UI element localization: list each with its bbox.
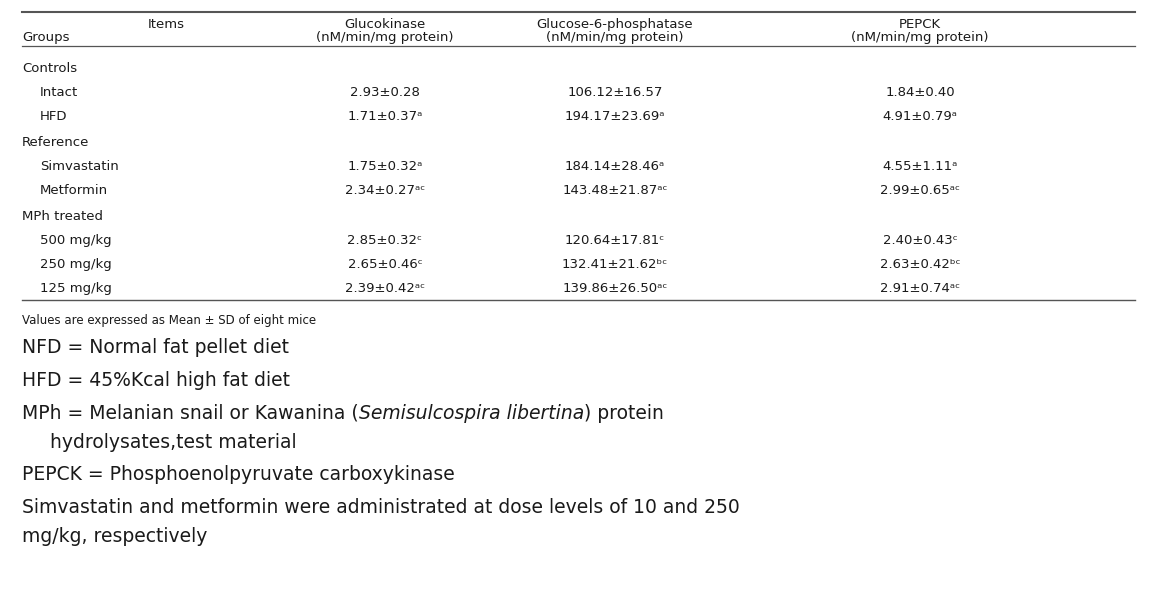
Text: 2.99±0.65ᵃᶜ: 2.99±0.65ᵃᶜ (880, 184, 960, 197)
Text: Controls: Controls (22, 63, 78, 75)
Text: 250 mg/kg: 250 mg/kg (40, 258, 112, 271)
Text: 132.41±21.62ᵇᶜ: 132.41±21.62ᵇᶜ (562, 258, 668, 271)
Text: Glucose-6-phosphatase: Glucose-6-phosphatase (537, 18, 693, 30)
Text: Items: Items (148, 18, 185, 30)
Text: (nM/min/mg protein): (nM/min/mg protein) (546, 31, 684, 44)
Text: PEPCK = Phosphoenolpyruvate carboxykinase: PEPCK = Phosphoenolpyruvate carboxykinas… (22, 466, 455, 484)
Text: 2.63±0.42ᵇᶜ: 2.63±0.42ᵇᶜ (879, 258, 960, 271)
Text: 2.93±0.28: 2.93±0.28 (351, 86, 420, 100)
Text: Values are expressed as Mean ± SD of eight mice: Values are expressed as Mean ± SD of eig… (22, 314, 316, 327)
Text: 139.86±26.50ᵃᶜ: 139.86±26.50ᵃᶜ (562, 282, 668, 295)
Text: 2.85±0.32ᶜ: 2.85±0.32ᶜ (347, 234, 422, 247)
Text: MPh = Melanian snail or Kawanina (: MPh = Melanian snail or Kawanina ( (22, 404, 359, 422)
Text: 106.12±16.57: 106.12±16.57 (567, 86, 663, 100)
Text: 2.39±0.42ᵃᶜ: 2.39±0.42ᵃᶜ (345, 282, 425, 295)
Text: mg/kg, respectively: mg/kg, respectively (22, 527, 207, 546)
Text: NFD = Normal fat pellet diet: NFD = Normal fat pellet diet (22, 338, 289, 357)
Text: 2.91±0.74ᵃᶜ: 2.91±0.74ᵃᶜ (880, 282, 960, 295)
Text: Intact: Intact (40, 86, 79, 100)
Text: 1.84±0.40: 1.84±0.40 (885, 86, 955, 100)
Text: 2.34±0.27ᵃᶜ: 2.34±0.27ᵃᶜ (345, 184, 425, 197)
Text: HFD: HFD (40, 110, 67, 123)
Text: PEPCK: PEPCK (899, 18, 941, 30)
Text: (nM/min/mg protein): (nM/min/mg protein) (852, 31, 989, 44)
Text: ) protein: ) protein (584, 404, 664, 422)
Text: 2.65±0.46ᶜ: 2.65±0.46ᶜ (347, 258, 422, 271)
Text: 1.71±0.37ᵃ: 1.71±0.37ᵃ (347, 110, 422, 123)
Text: Metformin: Metformin (40, 184, 108, 197)
Text: MPh treated: MPh treated (22, 210, 103, 223)
Text: hydrolysates,test material: hydrolysates,test material (50, 433, 296, 452)
Text: Groups: Groups (22, 31, 69, 44)
Text: Simvastatin and metformin were administrated at dose levels of 10 and 250: Simvastatin and metformin were administr… (22, 498, 739, 517)
Text: 143.48±21.87ᵃᶜ: 143.48±21.87ᵃᶜ (562, 184, 668, 197)
Text: 4.91±0.79ᵃ: 4.91±0.79ᵃ (883, 110, 958, 123)
Text: 194.17±23.69ᵃ: 194.17±23.69ᵃ (565, 110, 665, 123)
Text: 184.14±28.46ᵃ: 184.14±28.46ᵃ (565, 160, 665, 173)
Text: HFD = 45%Kcal high fat diet: HFD = 45%Kcal high fat diet (22, 371, 290, 390)
Text: Semisulcospira libertina: Semisulcospira libertina (359, 404, 584, 422)
Text: 1.75±0.32ᵃ: 1.75±0.32ᵃ (347, 160, 422, 173)
Text: 125 mg/kg: 125 mg/kg (40, 282, 112, 295)
Text: 2.40±0.43ᶜ: 2.40±0.43ᶜ (883, 234, 957, 247)
Text: 500 mg/kg: 500 mg/kg (40, 234, 111, 247)
Text: Glucokinase: Glucokinase (345, 18, 426, 30)
Text: (nM/min/mg protein): (nM/min/mg protein) (316, 31, 454, 44)
Text: 4.55±1.11ᵃ: 4.55±1.11ᵃ (883, 160, 958, 173)
Text: 120.64±17.81ᶜ: 120.64±17.81ᶜ (565, 234, 665, 247)
Text: Reference: Reference (22, 136, 89, 149)
Text: Simvastatin: Simvastatin (40, 160, 119, 173)
